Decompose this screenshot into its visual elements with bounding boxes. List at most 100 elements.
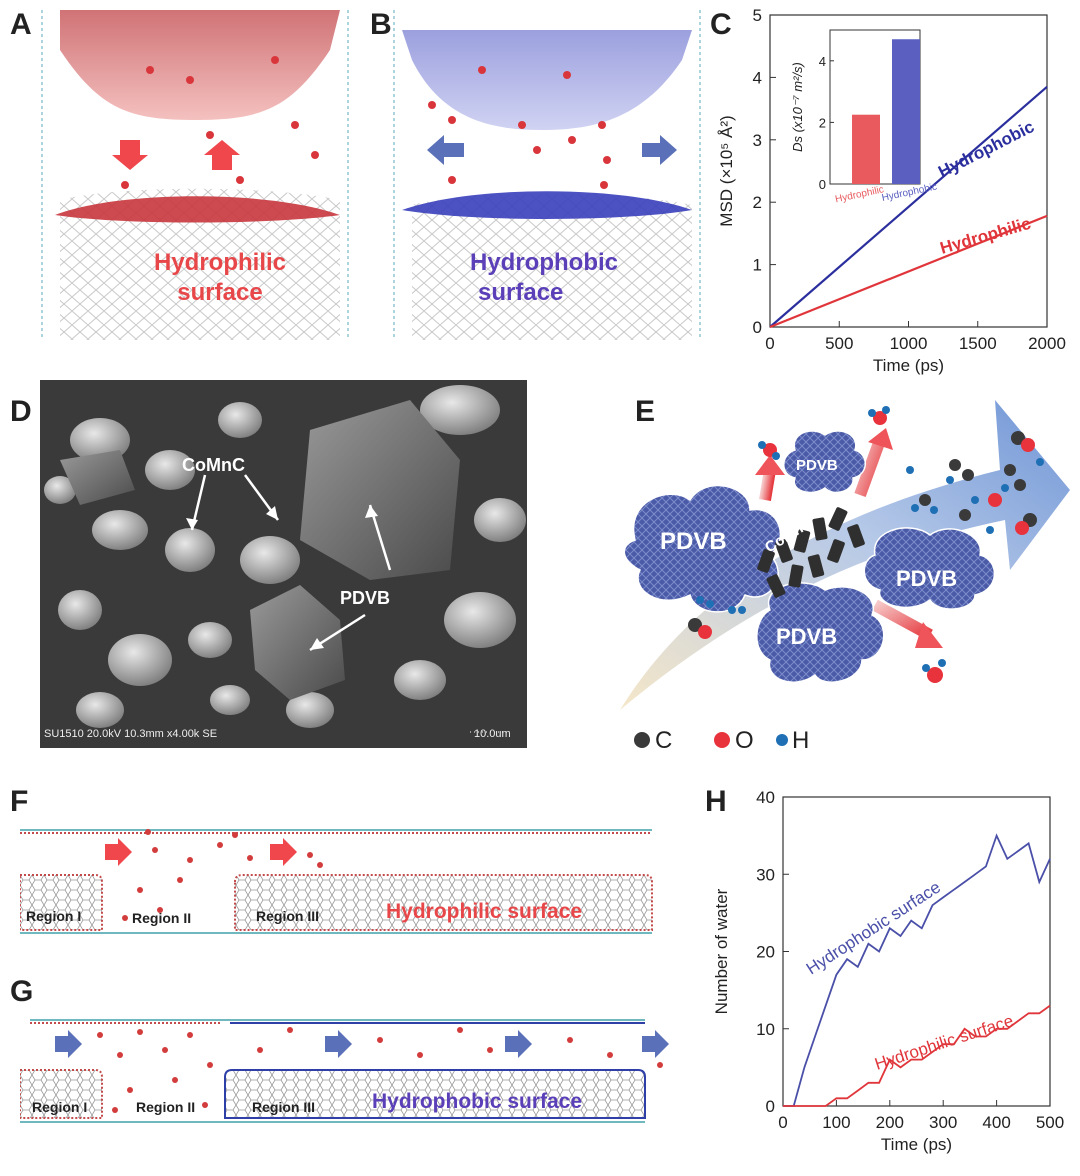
x-tick-label: 500 — [1036, 1113, 1064, 1132]
pdvb-label-right: PDVB — [896, 566, 958, 591]
panel-label-b: B — [370, 8, 392, 41]
arrow-right-icon — [642, 135, 677, 165]
pdvb-cluster — [863, 527, 996, 610]
x-axis-label: Time (ps) — [881, 1135, 952, 1154]
inset-bar-hydrophobic — [892, 39, 920, 184]
pdvb-flake — [250, 585, 345, 700]
y-tick-label: 5 — [753, 6, 762, 25]
g-region-3: Region III — [252, 1099, 315, 1115]
pdvb-label-left: PDVB — [660, 528, 727, 555]
molecules — [688, 406, 1044, 683]
x-tick-label: 0 — [765, 334, 774, 353]
comnc-particles — [757, 507, 865, 598]
g-region-1: Region I — [32, 1099, 88, 1115]
panel-label-h: H — [705, 785, 727, 818]
hydrophilic-surface-caption: Hydrophilic surface — [130, 248, 310, 308]
g-surface-label: Hydrophobic surface — [372, 1090, 583, 1113]
series-line-hydrophilic-surface — [783, 1004, 1051, 1107]
caption-line1: Hydrophilic — [153, 249, 286, 276]
lower-water-surface — [55, 196, 340, 223]
inset-category-label: Hydrophilic — [834, 184, 885, 205]
x-tick-label: 300 — [929, 1113, 957, 1132]
inset-y-tick-label: 2 — [819, 115, 826, 130]
pdvb-label-top: PDVB — [796, 457, 838, 474]
arrow-right-icon — [55, 1030, 82, 1058]
y-tick-label: 0 — [753, 318, 762, 337]
y-tick-label: 10 — [756, 1020, 775, 1039]
reaction-arrow — [620, 400, 1070, 710]
series-label-hydrophilic-surface: Hydrophilic surface — [872, 1011, 1015, 1074]
series-line-hydrophilic — [769, 214, 1048, 329]
f-region-1: Region I — [26, 908, 82, 924]
legend-o: O — [735, 727, 754, 754]
substrate-mesh — [60, 188, 340, 340]
pdvb-flake — [60, 450, 135, 505]
x-tick-label: 1000 — [890, 334, 928, 353]
series-line-hydrophobic-surface — [783, 833, 1051, 1107]
lower-water-surface — [402, 191, 692, 219]
legend-c: C — [655, 727, 673, 754]
panel-label-d: D — [10, 395, 32, 428]
hydrophobic-surface-caption: Hydrophobic surface — [470, 248, 660, 308]
upper-water-surface — [402, 30, 692, 130]
panel-h-chart: 0 100 200 300 400 500 0 10 20 30 40 Time (ps) Number… — [712, 788, 1064, 1154]
x-tick-label: 2000 — [1028, 334, 1066, 353]
pdvb-label-bottom: PDVB — [776, 624, 838, 649]
panel-label-g: G — [10, 975, 34, 1008]
pdvb-cluster — [623, 484, 781, 613]
pdvb-cluster — [756, 582, 885, 683]
substrate-mesh — [412, 193, 692, 340]
x-tick-label: 100 — [822, 1113, 850, 1132]
panel-e-scheme — [620, 400, 1070, 748]
sem-label-pdvb: PDVB — [340, 588, 391, 608]
sem-label-comnc: CoMnC — [182, 455, 245, 475]
inset-y-tick-label: 0 — [819, 177, 826, 192]
arrow-right-icon — [642, 1030, 669, 1058]
arrow-left-icon — [427, 135, 464, 165]
legend-h: H — [792, 727, 810, 754]
legend — [634, 732, 788, 748]
g-region-2: Region II — [136, 1099, 196, 1115]
inset-y-tick-label: 4 — [819, 54, 826, 69]
panel-label-f: F — [10, 785, 29, 818]
panel-b-illustration — [393, 10, 701, 340]
f-surface-label: Hydrophilic surface — [386, 900, 583, 923]
series-label-hydrophobic: Hydrophobic — [935, 117, 1037, 182]
y-axis-label: Number of water — [712, 888, 731, 1014]
series-label-hydrophilic: Hydrophilic — [938, 214, 1033, 258]
y-tick-label: 4 — [753, 68, 762, 87]
arrow-right-icon — [270, 838, 297, 866]
x-tick-label: 400 — [982, 1113, 1010, 1132]
caption-line2: surface — [478, 279, 564, 306]
x-tick-label: 0 — [778, 1113, 787, 1132]
inset-bar-hydrophilic — [852, 114, 880, 184]
series-line-hydrophobic — [769, 85, 1048, 328]
x-tick-label: 500 — [825, 334, 853, 353]
arrow-right-icon — [325, 1030, 352, 1058]
x-tick-label: 200 — [876, 1113, 904, 1132]
y-tick-label: 30 — [756, 865, 775, 884]
caption-line2: surface — [177, 279, 263, 306]
y-tick-label: 3 — [753, 131, 762, 150]
panel-label-a: A — [10, 8, 32, 41]
panel-c-chart: 0 500 1000 1500 2000 0 1 2 3 4 5 Time (ps) MSD (×10⁵… — [717, 6, 1066, 375]
y-tick-label: 0 — [766, 1097, 775, 1116]
panel-f-simulation — [20, 829, 653, 934]
panel-a-illustration — [41, 10, 349, 340]
panel-g-simulation — [20, 1019, 669, 1123]
arrow-right-icon — [105, 838, 132, 866]
panel-label-c: C — [710, 8, 732, 41]
inset-category-label: Hydrophobic — [881, 182, 938, 204]
x-axis-label: Time (ps) — [873, 356, 944, 375]
arrow-up-icon — [204, 140, 240, 170]
panel-label-e: E — [635, 395, 656, 428]
caption-line1: Hydrophobic — [470, 249, 618, 276]
pdvb-cluster — [783, 430, 866, 494]
pdvb-flake — [300, 400, 460, 580]
x-tick-label: 1500 — [959, 334, 997, 353]
sem-scale-bar: 10.0um — [474, 728, 511, 740]
y-tick-label: 20 — [756, 943, 775, 962]
f-region-3: Region III — [256, 908, 319, 924]
sem-info-bar: SU1510 20.0kV 10.3mm x4.00k SE — [44, 728, 218, 740]
sem-image — [40, 380, 527, 748]
